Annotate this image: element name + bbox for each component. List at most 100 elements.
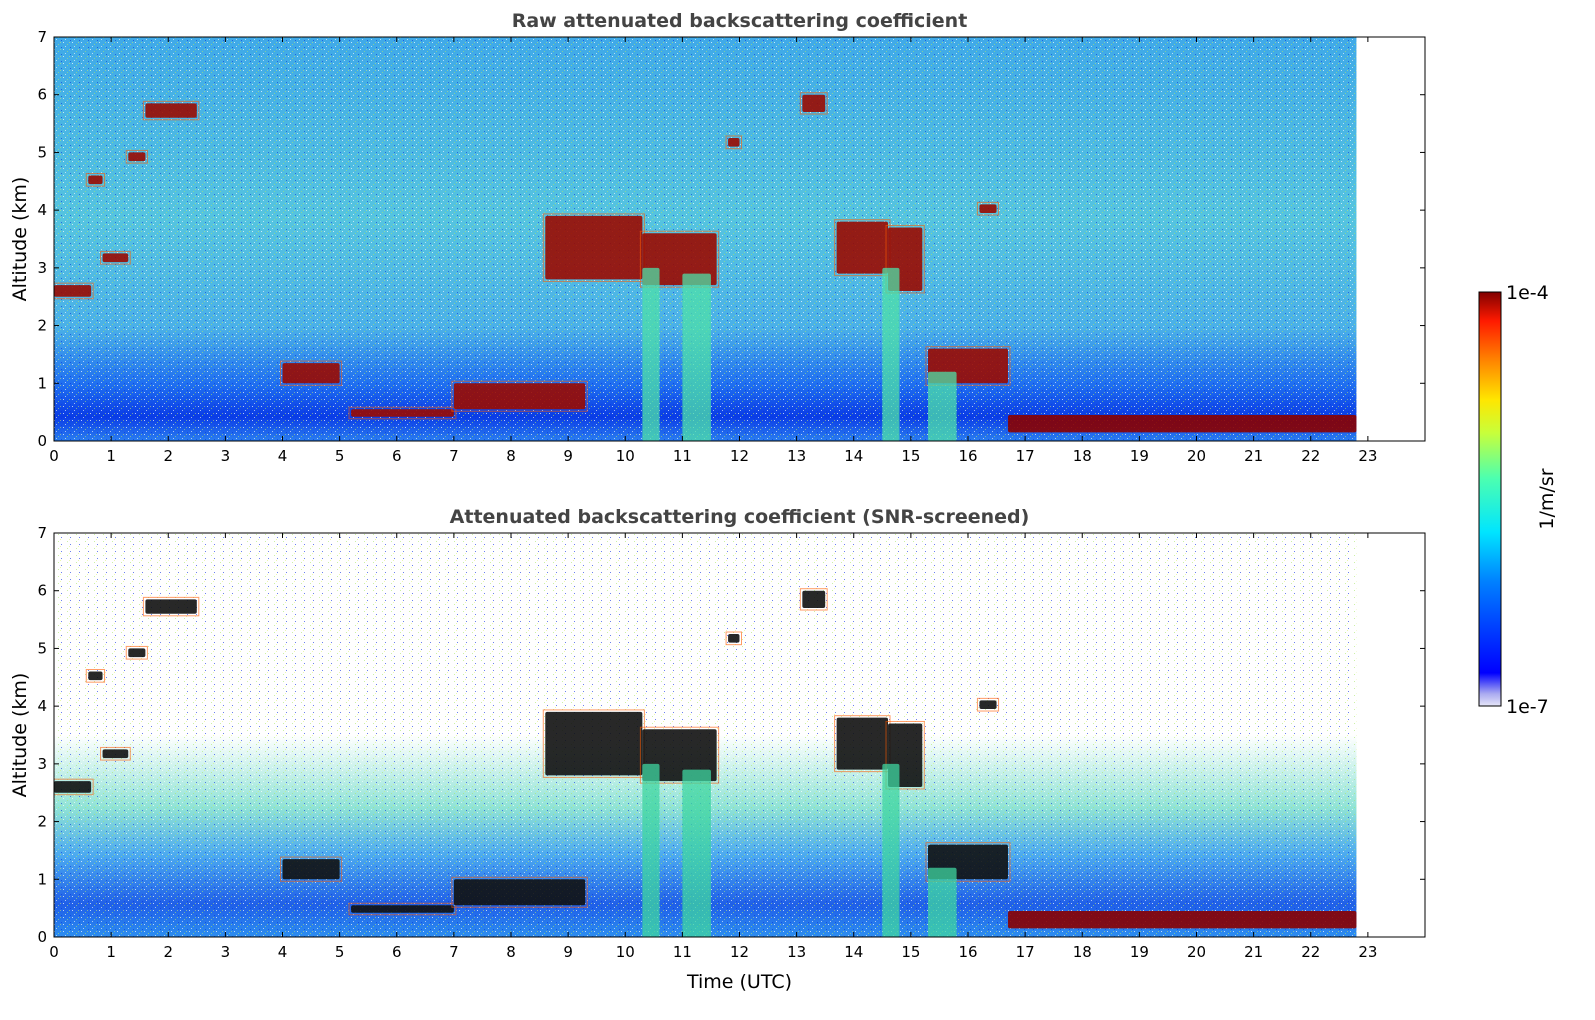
cloud-feature (351, 409, 454, 417)
x-tick-label: 9 (563, 447, 573, 465)
panel-raw: Raw attenuated backscattering coefficien… (9, 10, 1426, 465)
colorbar-max-label: 1e-4 (1506, 282, 1549, 304)
cloud-feature (802, 590, 826, 609)
y-tick-label: 0 (37, 432, 47, 450)
cloud-edge (142, 596, 200, 617)
x-tick-label: 10 (616, 447, 635, 465)
y-tick-label: 1 (37, 870, 47, 888)
y-tick-label: 0 (37, 928, 47, 946)
cloud-edge (100, 250, 131, 265)
x-tick-label: 14 (844, 447, 863, 465)
cloud-feature (836, 221, 889, 274)
cloud-edge (85, 173, 106, 187)
chart-title: Raw attenuated backscattering coefficien… (512, 10, 968, 32)
boundary-layer-feature (1007, 911, 1357, 929)
x-tick-label: 5 (335, 943, 345, 961)
x-tick-label: 8 (506, 447, 516, 465)
fall-streak-feature (682, 769, 711, 937)
x-tick-label: 15 (901, 447, 920, 465)
fall-streak-feature (642, 267, 660, 441)
cloud-edge (451, 876, 588, 908)
cloud-feature (54, 285, 92, 297)
cloud-edge (451, 380, 588, 412)
y-axis: 0 1 2 3 4 5 6 7 (37, 524, 1425, 946)
cloud-edge (639, 726, 720, 784)
cloud-edge (54, 282, 94, 300)
chart-title: Attenuated backscattering coefficient (S… (450, 506, 1030, 528)
cloud-edge (639, 230, 720, 288)
x-tick-label: 9 (563, 943, 573, 961)
cloud-edge (725, 135, 743, 150)
cloud-edge (54, 778, 94, 796)
cloud-edge (142, 100, 200, 121)
y-axis: 0 1 2 3 4 5 6 7 (37, 28, 1425, 450)
cloud-edge (885, 224, 925, 294)
cloud-feature (54, 781, 92, 793)
colorbar-title: 1/m/sr (1536, 468, 1558, 529)
cloud-feature (545, 215, 643, 280)
y-tick-label: 6 (37, 582, 47, 600)
x-tick-label: 1 (106, 943, 116, 961)
cloud-edge (925, 346, 1011, 386)
x-tick-label: 21 (1244, 447, 1263, 465)
cloud-feature (836, 717, 889, 770)
x-tick-label: 6 (392, 447, 402, 465)
cloud-edge (799, 588, 828, 611)
y-axis-label: Altitude (km) (9, 673, 31, 798)
cloud-edge (100, 746, 131, 761)
cloud-feature (145, 103, 197, 118)
y-tick-label: 2 (37, 317, 47, 335)
cloud-feature (728, 138, 740, 147)
cloud-feature (642, 233, 717, 286)
x-tick-label: 4 (278, 943, 288, 961)
y-tick-label: 6 (37, 86, 47, 104)
cloud-edge (85, 669, 106, 683)
x-tick-label: 3 (221, 943, 231, 961)
y-tick-label: 1 (37, 374, 47, 392)
x-tick-label: 7 (449, 447, 459, 465)
panel-screened: Attenuated backscattering coefficient (S… (9, 506, 1426, 993)
x-tick-label: 2 (163, 447, 173, 465)
cloud-edge (925, 842, 1011, 882)
cloud-edge (885, 720, 925, 790)
cloud-edge (976, 697, 1000, 712)
fall-streak-feature (928, 867, 957, 937)
x-tick-label: 17 (1016, 943, 1035, 961)
colorbar-gradient (1478, 291, 1502, 707)
y-tick-label: 3 (37, 259, 47, 277)
cloud-feature (282, 363, 340, 384)
cloud-edge (725, 631, 743, 646)
cloud-edge (280, 856, 343, 882)
y-tick-label: 3 (37, 755, 47, 773)
cloud-feature (102, 253, 129, 263)
x-tick-label: 12 (730, 447, 749, 465)
x-tick-label: 16 (958, 943, 977, 961)
x-tick-label: 1 (106, 447, 116, 465)
cloud-feature (282, 859, 340, 880)
fall-streak-feature (642, 763, 660, 937)
y-tick-label: 4 (37, 697, 47, 715)
x-axis-label: Time (UTC) (686, 971, 792, 993)
x-tick-label: 23 (1358, 447, 1377, 465)
cloud-feature (728, 634, 740, 643)
plot-area (54, 37, 1357, 441)
x-tick-label: 21 (1244, 943, 1263, 961)
y-tick-label: 5 (37, 639, 47, 657)
plot-area (54, 533, 1357, 937)
fall-streak-feature (682, 273, 711, 441)
cloud-edge (799, 92, 828, 115)
y-tick-label: 7 (37, 524, 47, 542)
cloud-feature (88, 175, 103, 185)
x-tick-label: 12 (730, 943, 749, 961)
x-tick-label: 4 (278, 447, 288, 465)
fall-streak-feature (928, 371, 957, 441)
cloud-feature (128, 648, 146, 658)
x-tick-label: 16 (958, 447, 977, 465)
boundary-layer-feature (1007, 415, 1357, 433)
x-tick-label: 19 (1130, 943, 1149, 961)
x-tick-label: 5 (335, 447, 345, 465)
x-tick-label: 13 (787, 447, 806, 465)
cloud-feature (979, 204, 997, 214)
cloud-feature (979, 700, 997, 710)
